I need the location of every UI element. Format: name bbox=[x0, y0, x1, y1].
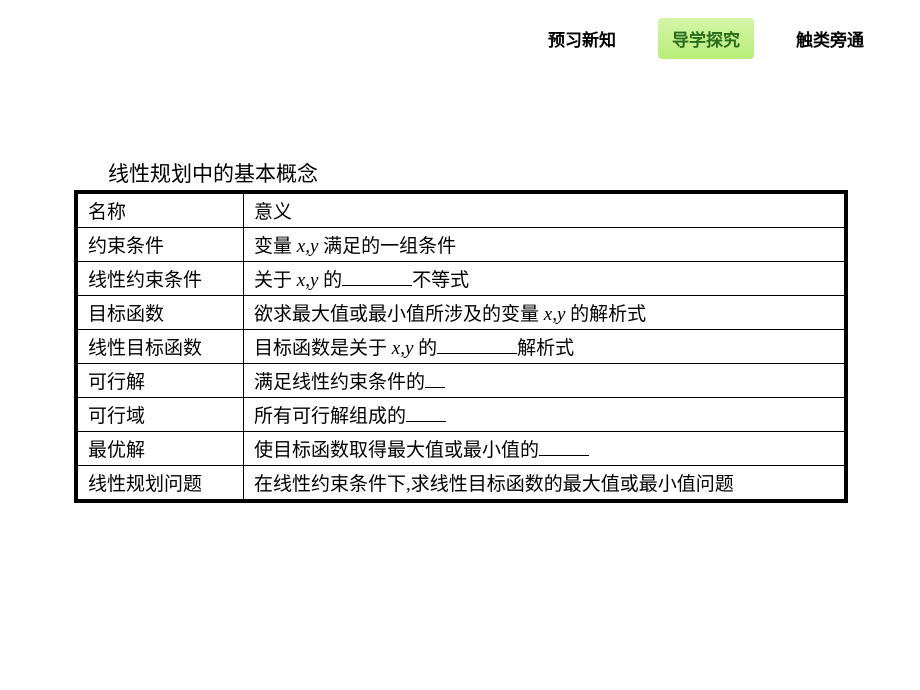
row-meaning: 在线性约束条件下,求线性目标函数的最大值或最小值问题 bbox=[244, 466, 845, 500]
variable-text: x,y bbox=[297, 270, 319, 291]
variable-text: x,y bbox=[297, 236, 319, 257]
table-row: 可行解满足线性约束条件的 bbox=[78, 364, 845, 398]
table-row: 线性约束条件关于 x,y 的不等式 bbox=[78, 262, 845, 296]
row-name: 可行域 bbox=[78, 398, 244, 432]
table-row: 约束条件变量 x,y 满足的一组条件 bbox=[78, 228, 845, 262]
table-row: 可行域所有可行解组成的 bbox=[78, 398, 845, 432]
row-meaning: 欲求最大值或最小值所涉及的变量 x,y 的解析式 bbox=[244, 296, 845, 330]
fill-blank bbox=[539, 435, 589, 456]
table-row: 线性规划问题在线性约束条件下,求线性目标函数的最大值或最小值问题 bbox=[78, 466, 845, 500]
row-name: 最优解 bbox=[78, 432, 244, 466]
row-meaning: 变量 x,y 满足的一组条件 bbox=[244, 228, 845, 262]
header-name: 名称 bbox=[78, 194, 244, 228]
row-meaning: 满足线性约束条件的 bbox=[244, 364, 845, 398]
row-meaning: 所有可行解组成的 bbox=[244, 398, 845, 432]
fill-blank bbox=[406, 401, 446, 422]
row-name: 线性约束条件 bbox=[78, 262, 244, 296]
row-meaning: 使目标函数取得最大值或最小值的 bbox=[244, 432, 845, 466]
tab-guide[interactable]: 导学探究 bbox=[658, 18, 754, 59]
row-name: 目标函数 bbox=[78, 296, 244, 330]
tab-analogy[interactable]: 触类旁通 bbox=[782, 18, 878, 59]
row-name: 线性规划问题 bbox=[78, 466, 244, 500]
table-header-row: 名称 意义 bbox=[78, 194, 845, 228]
row-meaning: 关于 x,y 的不等式 bbox=[244, 262, 845, 296]
row-meaning: 目标函数是关于 x,y 的解析式 bbox=[244, 330, 845, 364]
concepts-table: 名称 意义 约束条件变量 x,y 满足的一组条件线性约束条件关于 x,y 的不等… bbox=[74, 190, 848, 503]
table-row: 最优解使目标函数取得最大值或最小值的 bbox=[78, 432, 845, 466]
table-row: 目标函数欲求最大值或最小值所涉及的变量 x,y 的解析式 bbox=[78, 296, 845, 330]
row-name: 线性目标函数 bbox=[78, 330, 244, 364]
row-name: 约束条件 bbox=[78, 228, 244, 262]
page-title: 线性规划中的基本概念 bbox=[108, 158, 318, 188]
row-name: 可行解 bbox=[78, 364, 244, 398]
header-meaning: 意义 bbox=[244, 194, 845, 228]
tab-preview[interactable]: 预习新知 bbox=[534, 18, 630, 59]
fill-blank bbox=[342, 265, 412, 286]
tab-bar: 预习新知 导学探究 触类旁通 bbox=[534, 18, 878, 59]
fill-blank bbox=[437, 333, 517, 354]
variable-text: x,y bbox=[392, 338, 414, 359]
fill-blank bbox=[425, 367, 445, 388]
variable-text: x,y bbox=[544, 304, 566, 325]
table-row: 线性目标函数目标函数是关于 x,y 的解析式 bbox=[78, 330, 845, 364]
